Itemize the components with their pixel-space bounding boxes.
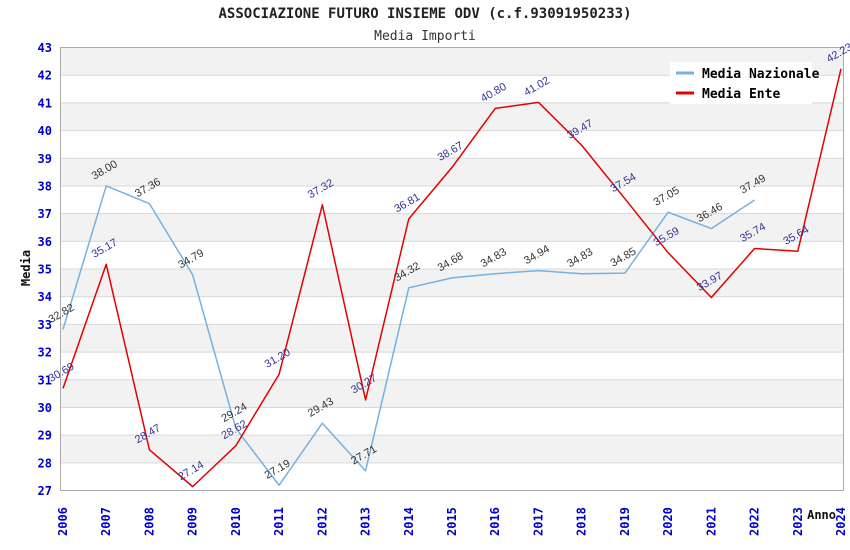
y-tick-label: 41 — [38, 96, 52, 110]
plot-band — [60, 324, 844, 353]
y-tick-label: 31 — [38, 373, 52, 387]
x-tick-label: 2007 — [99, 507, 113, 536]
y-tick-label: 30 — [38, 401, 52, 415]
plot-band — [60, 158, 844, 186]
chart-subtitle: Media Importi — [374, 29, 476, 44]
x-tick-label: 2017 — [531, 507, 545, 536]
y-tick-label: 37 — [38, 207, 52, 221]
plot-band — [60, 296, 844, 325]
y-tick-label: 42 — [38, 69, 52, 83]
x-tick-label: 2020 — [661, 507, 675, 536]
x-tick-label: 2024 — [834, 507, 848, 536]
x-tick-label: 2014 — [402, 507, 416, 536]
plot-band — [60, 352, 844, 380]
y-tick-label: 38 — [38, 179, 52, 193]
plot-band — [60, 130, 844, 159]
series-lines — [62, 68, 842, 488]
y-tick-label: 40 — [38, 124, 52, 138]
x-tick-label: 2006 — [56, 507, 70, 536]
x-tick-label: 2015 — [445, 507, 459, 536]
series-line-ente — [62, 68, 842, 488]
series-line-nazionale — [62, 185, 755, 486]
x-axis-title: Anno — [807, 508, 836, 522]
legend-box — [670, 62, 812, 104]
plot-border — [60, 47, 844, 491]
y-tick-label: 27 — [38, 484, 52, 498]
x-tick-label: 2008 — [142, 507, 156, 536]
y-tick-label: 34 — [38, 290, 52, 304]
plot-band — [60, 241, 844, 269]
y-tick-label: 35 — [38, 263, 52, 277]
y-axis-tick-labels: 27 28 29 30 31 32 33 34 35 36 37 38 39 40 41 42 43 — [38, 41, 52, 498]
x-tick-label: 2010 — [229, 507, 243, 536]
x-tick-label: 2019 — [618, 507, 632, 536]
x-tick-label: 2012 — [315, 507, 329, 536]
y-tick-label: 39 — [38, 152, 52, 166]
y-axis-title: Media — [19, 250, 33, 286]
plot-band — [60, 102, 844, 131]
plot-band — [60, 379, 844, 408]
x-axis-tick-labels: 2006 2007 2008 2009 2010 2011 2012 2013 2014 2015… — [56, 507, 848, 536]
plot-band — [60, 185, 844, 214]
y-tick-label: 29 — [38, 429, 52, 443]
plot-band — [60, 213, 844, 242]
x-tick-label: 2022 — [748, 507, 762, 536]
plot-band — [60, 435, 844, 463]
plot-band — [60, 269, 844, 297]
y-tick-label: 36 — [38, 235, 52, 249]
x-tick-label: 2018 — [575, 507, 589, 536]
x-tick-label: 2021 — [704, 507, 718, 536]
legend: Media Nazionale Media Ente — [670, 62, 820, 104]
x-tick-label: 2011 — [272, 507, 286, 536]
y-tick-label: 32 — [38, 346, 52, 360]
legend-label-ente: Media Ente — [702, 87, 780, 102]
legend-label-nazionale: Media Nazionale — [702, 67, 820, 82]
y-tick-label: 33 — [38, 318, 52, 332]
x-tick-label: 2013 — [359, 507, 373, 536]
chart-title: ASSOCIAZIONE FUTURO INSIEME ODV (c.f.930… — [218, 6, 631, 22]
y-tick-label: 28 — [38, 456, 52, 470]
x-tick-label: 2023 — [791, 507, 805, 536]
x-tick-label: 2016 — [488, 507, 502, 536]
y-tick-label: 43 — [38, 41, 52, 55]
plot-band — [60, 407, 844, 436]
x-tick-label: 2009 — [186, 507, 200, 536]
